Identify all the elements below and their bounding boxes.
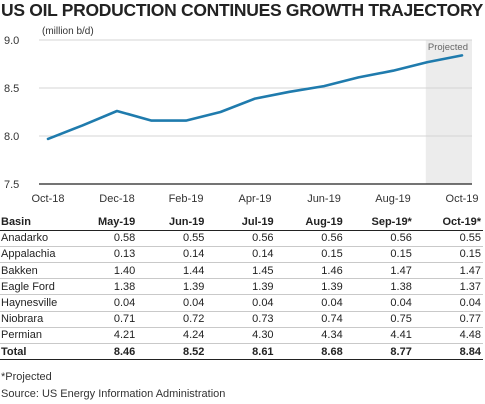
production-value: 0.56 xyxy=(206,230,276,247)
x-tick-label: Apr-19 xyxy=(238,193,271,205)
table-row: Appalachia 0.13 0.14 0.14 0.15 0.15 0.15 xyxy=(0,246,483,264)
basin-name: Haynesville xyxy=(0,294,69,312)
basin-column-header: Basin xyxy=(0,214,69,231)
production-value: 0.04 xyxy=(344,294,414,312)
basin-name: Appalachia xyxy=(0,246,69,264)
projected-label: Projected xyxy=(428,42,468,53)
production-value: 4.30 xyxy=(206,327,276,345)
production-value: 4.34 xyxy=(275,327,345,345)
basin-production-table: Basin May-19 Jun-19 Jul-19 Aug-19 Sep-19* Oct… xyxy=(0,214,483,361)
production-value: 1.40 xyxy=(68,262,138,280)
production-value: 0.77 xyxy=(413,311,483,328)
production-value: 4.24 xyxy=(137,327,207,345)
production-value: 1.38 xyxy=(344,278,414,296)
month-column-header: May-19 xyxy=(68,214,138,231)
basin-name: Niobrara xyxy=(0,311,69,328)
production-value: 0.14 xyxy=(137,246,207,264)
total-value: 8.52 xyxy=(137,342,207,361)
table-row: Haynesville 0.04 0.04 0.04 0.04 0.04 0.04 xyxy=(0,294,483,312)
production-value: 0.04 xyxy=(68,294,138,312)
production-value: 1.47 xyxy=(413,262,483,280)
y-axis-unit-label: (million b/d) xyxy=(42,26,94,37)
month-column-header: Aug-19 xyxy=(275,214,345,231)
basin-name: Bakken xyxy=(0,262,69,280)
chart-title: US OIL PRODUCTION CONTINUES GROWTH TRAJE… xyxy=(1,0,484,20)
production-value: 1.37 xyxy=(413,278,483,296)
x-tick-label: Aug-19 xyxy=(375,193,410,205)
production-value: 4.41 xyxy=(344,327,414,345)
production-value: 1.39 xyxy=(137,278,207,296)
month-column-header: Jul-19 xyxy=(206,214,276,231)
y-tick-label: 8.5 xyxy=(4,83,19,95)
x-tick-label: Feb-19 xyxy=(169,193,204,205)
production-value: 1.46 xyxy=(275,262,345,280)
production-value: 0.04 xyxy=(206,294,276,312)
production-value: 0.14 xyxy=(206,246,276,264)
table-row: Bakken 1.40 1.44 1.45 1.46 1.47 1.47 xyxy=(0,262,483,280)
month-column-header: Oct-19* xyxy=(413,214,483,231)
projected-band xyxy=(425,40,472,184)
production-value: 0.55 xyxy=(413,230,483,247)
source-note: Source: US Energy Information Administra… xyxy=(1,388,226,400)
table-row: Eagle Ford 1.38 1.39 1.39 1.39 1.38 1.37 xyxy=(0,278,483,296)
production-value: 0.71 xyxy=(68,311,138,328)
table-row: Permian 4.21 4.24 4.30 4.34 4.41 4.48 xyxy=(0,327,483,345)
table-row: Anadarko 0.58 0.55 0.56 0.56 0.56 0.55 xyxy=(0,230,483,247)
production-value: 1.39 xyxy=(206,278,276,296)
x-tick-label: Jun-19 xyxy=(307,193,341,205)
production-value: 1.39 xyxy=(275,278,345,296)
production-value: 0.73 xyxy=(206,311,276,328)
production-value: 0.04 xyxy=(275,294,345,312)
total-value: 8.61 xyxy=(206,342,276,361)
y-tick-label: 7.5 xyxy=(4,179,19,191)
production-value: 0.15 xyxy=(275,246,345,264)
total-value: 8.84 xyxy=(413,342,483,361)
production-value: 0.04 xyxy=(137,294,207,312)
production-value: 4.48 xyxy=(413,327,483,345)
production-value: 1.45 xyxy=(206,262,276,280)
production-value: 0.74 xyxy=(275,311,345,328)
production-value: 0.58 xyxy=(68,230,138,247)
line-chart: Projected 9.0 8.5 8.0 7.5 (million b/d) Oct-18… xyxy=(4,26,479,205)
table-row: Niobrara 0.71 0.72 0.73 0.74 0.75 0.77 xyxy=(0,311,483,328)
x-tick-label: Dec-18 xyxy=(99,193,134,205)
production-value: 0.13 xyxy=(68,246,138,264)
total-value: 8.46 xyxy=(68,342,138,361)
y-tick-label: 9.0 xyxy=(4,35,19,47)
production-value: 0.15 xyxy=(413,246,483,264)
table-header-row: Basin May-19 Jun-19 Jul-19 Aug-19 Sep-19* Oct… xyxy=(0,214,483,231)
y-tick-label: 8.0 xyxy=(4,131,19,143)
x-tick-label: Oct-18 xyxy=(31,193,64,205)
production-value: 1.38 xyxy=(68,278,138,296)
total-value: 8.68 xyxy=(275,342,345,361)
production-value: 0.56 xyxy=(344,230,414,247)
x-tick-label: Oct-19 xyxy=(446,193,479,205)
production-value: 0.04 xyxy=(413,294,483,312)
production-value: 4.21 xyxy=(68,327,138,345)
basin-name: Eagle Ford xyxy=(0,278,69,296)
production-value: 0.55 xyxy=(137,230,207,247)
production-value: 0.72 xyxy=(137,311,207,328)
footnote: *Projected xyxy=(1,371,52,383)
production-value: 0.56 xyxy=(275,230,345,247)
basin-name: Permian xyxy=(0,327,69,345)
production-value: 0.15 xyxy=(344,246,414,264)
total-row: Total 8.46 8.52 8.61 8.68 8.77 8.84 xyxy=(0,342,483,361)
month-column-header: Sep-19* xyxy=(344,214,414,231)
production-value: 1.47 xyxy=(344,262,414,280)
basin-name: Anadarko xyxy=(0,230,69,247)
production-value: 1.44 xyxy=(137,262,207,280)
month-column-header: Jun-19 xyxy=(137,214,207,231)
production-series-line xyxy=(46,54,464,141)
total-label: Total xyxy=(0,342,69,361)
total-value: 8.77 xyxy=(344,342,414,361)
production-value: 0.75 xyxy=(344,311,414,328)
